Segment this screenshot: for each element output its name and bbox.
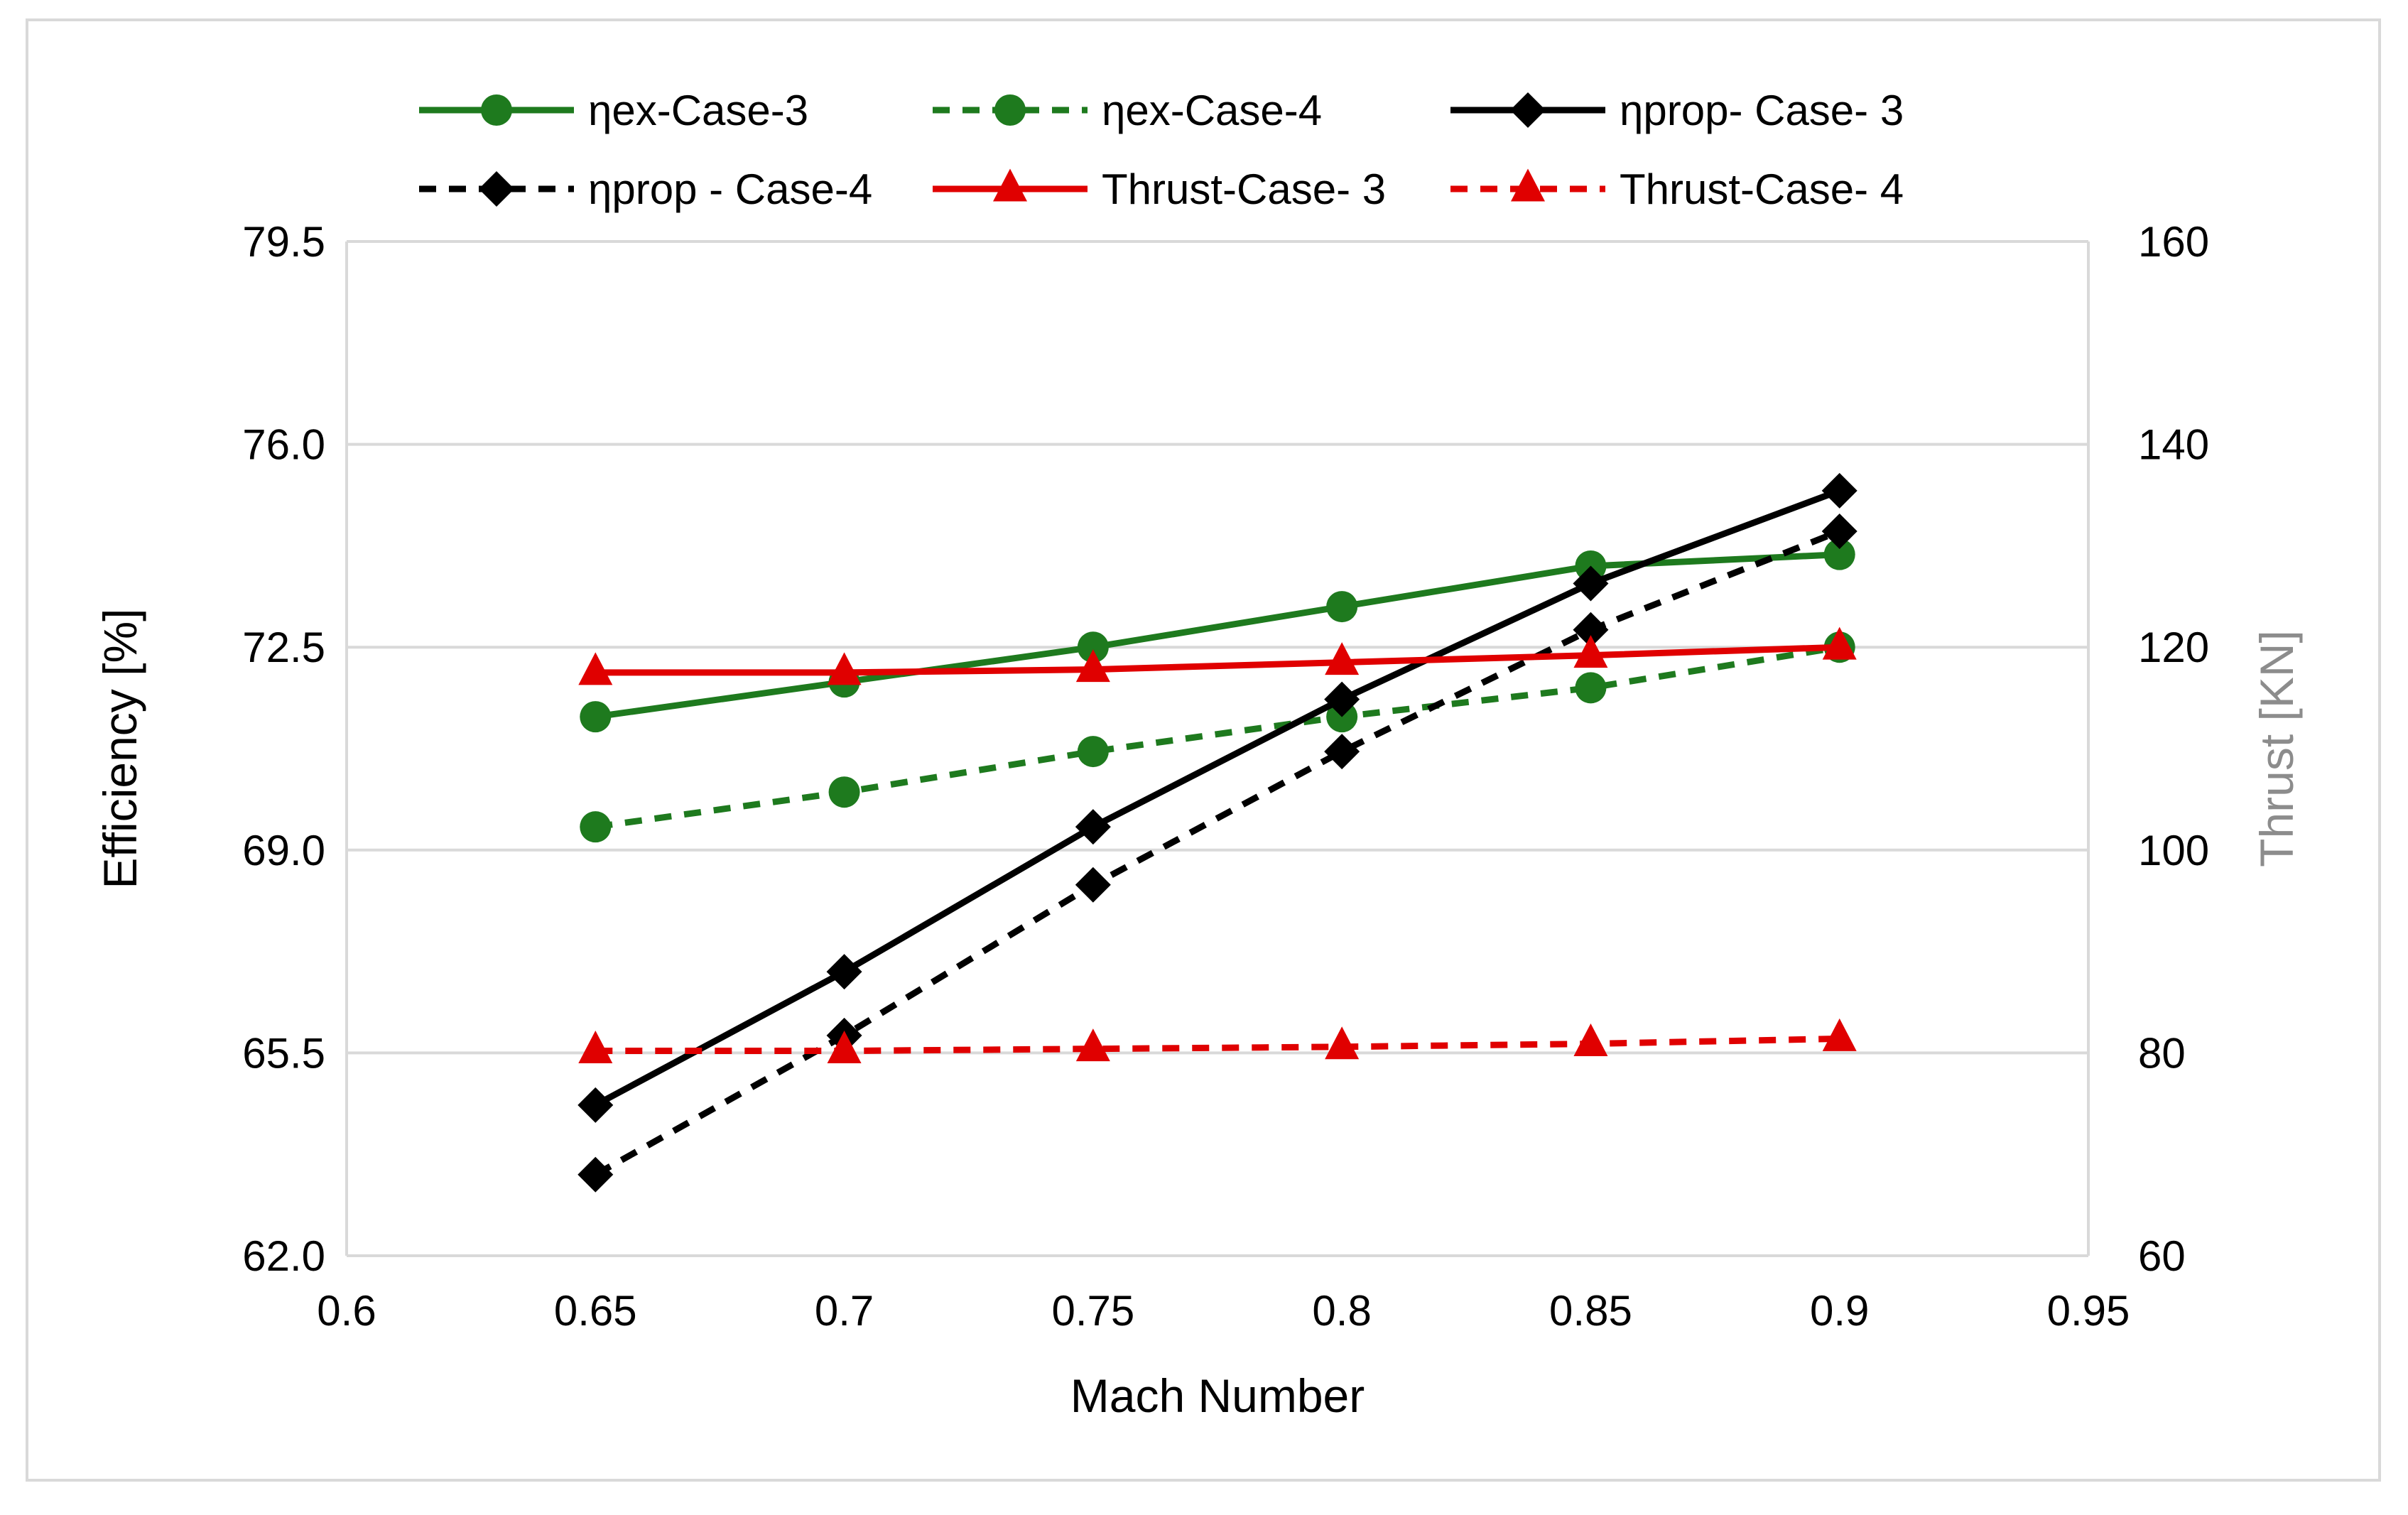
series-line [595, 551, 1840, 720]
data-point [1077, 736, 1109, 768]
data-point [1573, 565, 1609, 602]
data-point [1573, 612, 1609, 648]
data-point [1823, 538, 1855, 570]
y-tick-label: 76.0 [242, 421, 325, 469]
legend-label: Thrust-Case- 3 [1102, 165, 1386, 213]
legend-label: Thrust-Case- 4 [1620, 165, 1904, 213]
data-point [578, 1031, 613, 1064]
y-tick-label: 69.0 [242, 827, 325, 874]
series-3 [577, 514, 1857, 1193]
legend-marker [1511, 168, 1545, 202]
y2-tick-label: 120 [2138, 624, 2209, 671]
series-layer [577, 472, 1857, 1193]
data-point [827, 652, 862, 685]
legend-marker [1510, 92, 1546, 128]
data-point [1573, 635, 1608, 668]
data-point [1324, 734, 1360, 770]
data-point [1822, 626, 1857, 660]
legend-item: ηex-Case-4 [933, 87, 1322, 134]
data-point [1324, 681, 1360, 717]
y-tick-label: 65.5 [242, 1029, 325, 1077]
data-point [577, 1087, 614, 1123]
y-axis-title: Efficiency [%] [94, 609, 146, 889]
data-point [1075, 809, 1111, 845]
axes [345, 241, 2090, 1257]
legend-item: Thrust-Case- 4 [1450, 165, 1904, 213]
series-1 [580, 631, 1855, 843]
legend-item: ηprop- Case- 3 [1450, 87, 1904, 134]
x-tick-label: 0.8 [1312, 1287, 1371, 1335]
legend-label: ηprop - Case-4 [588, 165, 872, 213]
data-point [1077, 631, 1109, 663]
y-tick-label: 79.5 [242, 218, 325, 266]
legend-label: ηex-Case-4 [1102, 87, 1322, 134]
data-point [826, 954, 862, 990]
data-point [1822, 1018, 1857, 1051]
y-tick-label: 72.5 [242, 624, 325, 671]
data-point [1325, 1026, 1360, 1060]
series-0 [580, 538, 1855, 733]
y2-axis-title: Thrust [KN] [2250, 630, 2303, 867]
legend-label: ηprop- Case- 3 [1620, 87, 1904, 134]
data-point [1575, 672, 1607, 704]
data-point [1075, 867, 1111, 903]
y2-tick-label: 160 [2138, 218, 2209, 266]
series-line [595, 644, 1840, 830]
x-tick-label: 0.9 [1810, 1287, 1869, 1335]
series-line [595, 644, 1840, 676]
series-2 [577, 472, 1857, 1123]
series-4 [578, 626, 1857, 685]
legend-marker [479, 171, 514, 207]
x-tick-label: 0.75 [1051, 1287, 1134, 1335]
data-point [1326, 591, 1358, 623]
data-point [1075, 649, 1110, 683]
data-point [1821, 472, 1857, 509]
legend-label: ηex-Case-3 [588, 87, 808, 134]
legend-marker [994, 94, 1026, 126]
series-5 [578, 1018, 1857, 1064]
legend: ηex-Case-3 ηex-Case-4 ηprop- Case- 3 ηprop … [419, 87, 1904, 213]
data-point [580, 701, 612, 733]
y2-tick-label: 100 [2138, 827, 2209, 874]
y2-tick-label: 140 [2138, 421, 2209, 469]
legend-marker [481, 94, 512, 126]
y2-tick-label: 60 [2138, 1232, 2186, 1280]
x-tick-label: 0.6 [317, 1287, 376, 1335]
chart-frame [26, 18, 2381, 1482]
x-tick-label: 0.7 [815, 1287, 874, 1335]
series-line [595, 1035, 1840, 1055]
series-line [594, 528, 1841, 1178]
data-point [1573, 1023, 1608, 1057]
data-point [578, 652, 613, 685]
data-point [577, 1156, 614, 1193]
legend-item: Thrust-Case- 3 [933, 165, 1386, 213]
x-axis-title: Mach Number [1070, 1369, 1365, 1422]
data-point [827, 1031, 862, 1064]
data-point [1325, 642, 1360, 675]
legend-item: ηprop - Case-4 [419, 165, 872, 213]
data-point [1821, 514, 1857, 549]
series-line [594, 487, 1841, 1108]
data-point [828, 776, 860, 808]
y2-tick-label: 80 [2138, 1029, 2186, 1077]
axis-labels: 62.0 65.5 69.0 72.5 76.0 79.5 60 80 100 120 140 160… [94, 218, 2303, 1422]
x-tick-label: 0.65 [554, 1287, 637, 1335]
legend-item: ηex-Case-3 [419, 87, 808, 134]
data-point [580, 811, 612, 843]
legend-marker [993, 168, 1027, 202]
x-tick-label: 0.85 [1549, 1287, 1632, 1335]
data-point [1075, 1028, 1110, 1062]
x-tick-label: 0.95 [2047, 1287, 2130, 1335]
y-tick-label: 62.0 [242, 1232, 325, 1280]
